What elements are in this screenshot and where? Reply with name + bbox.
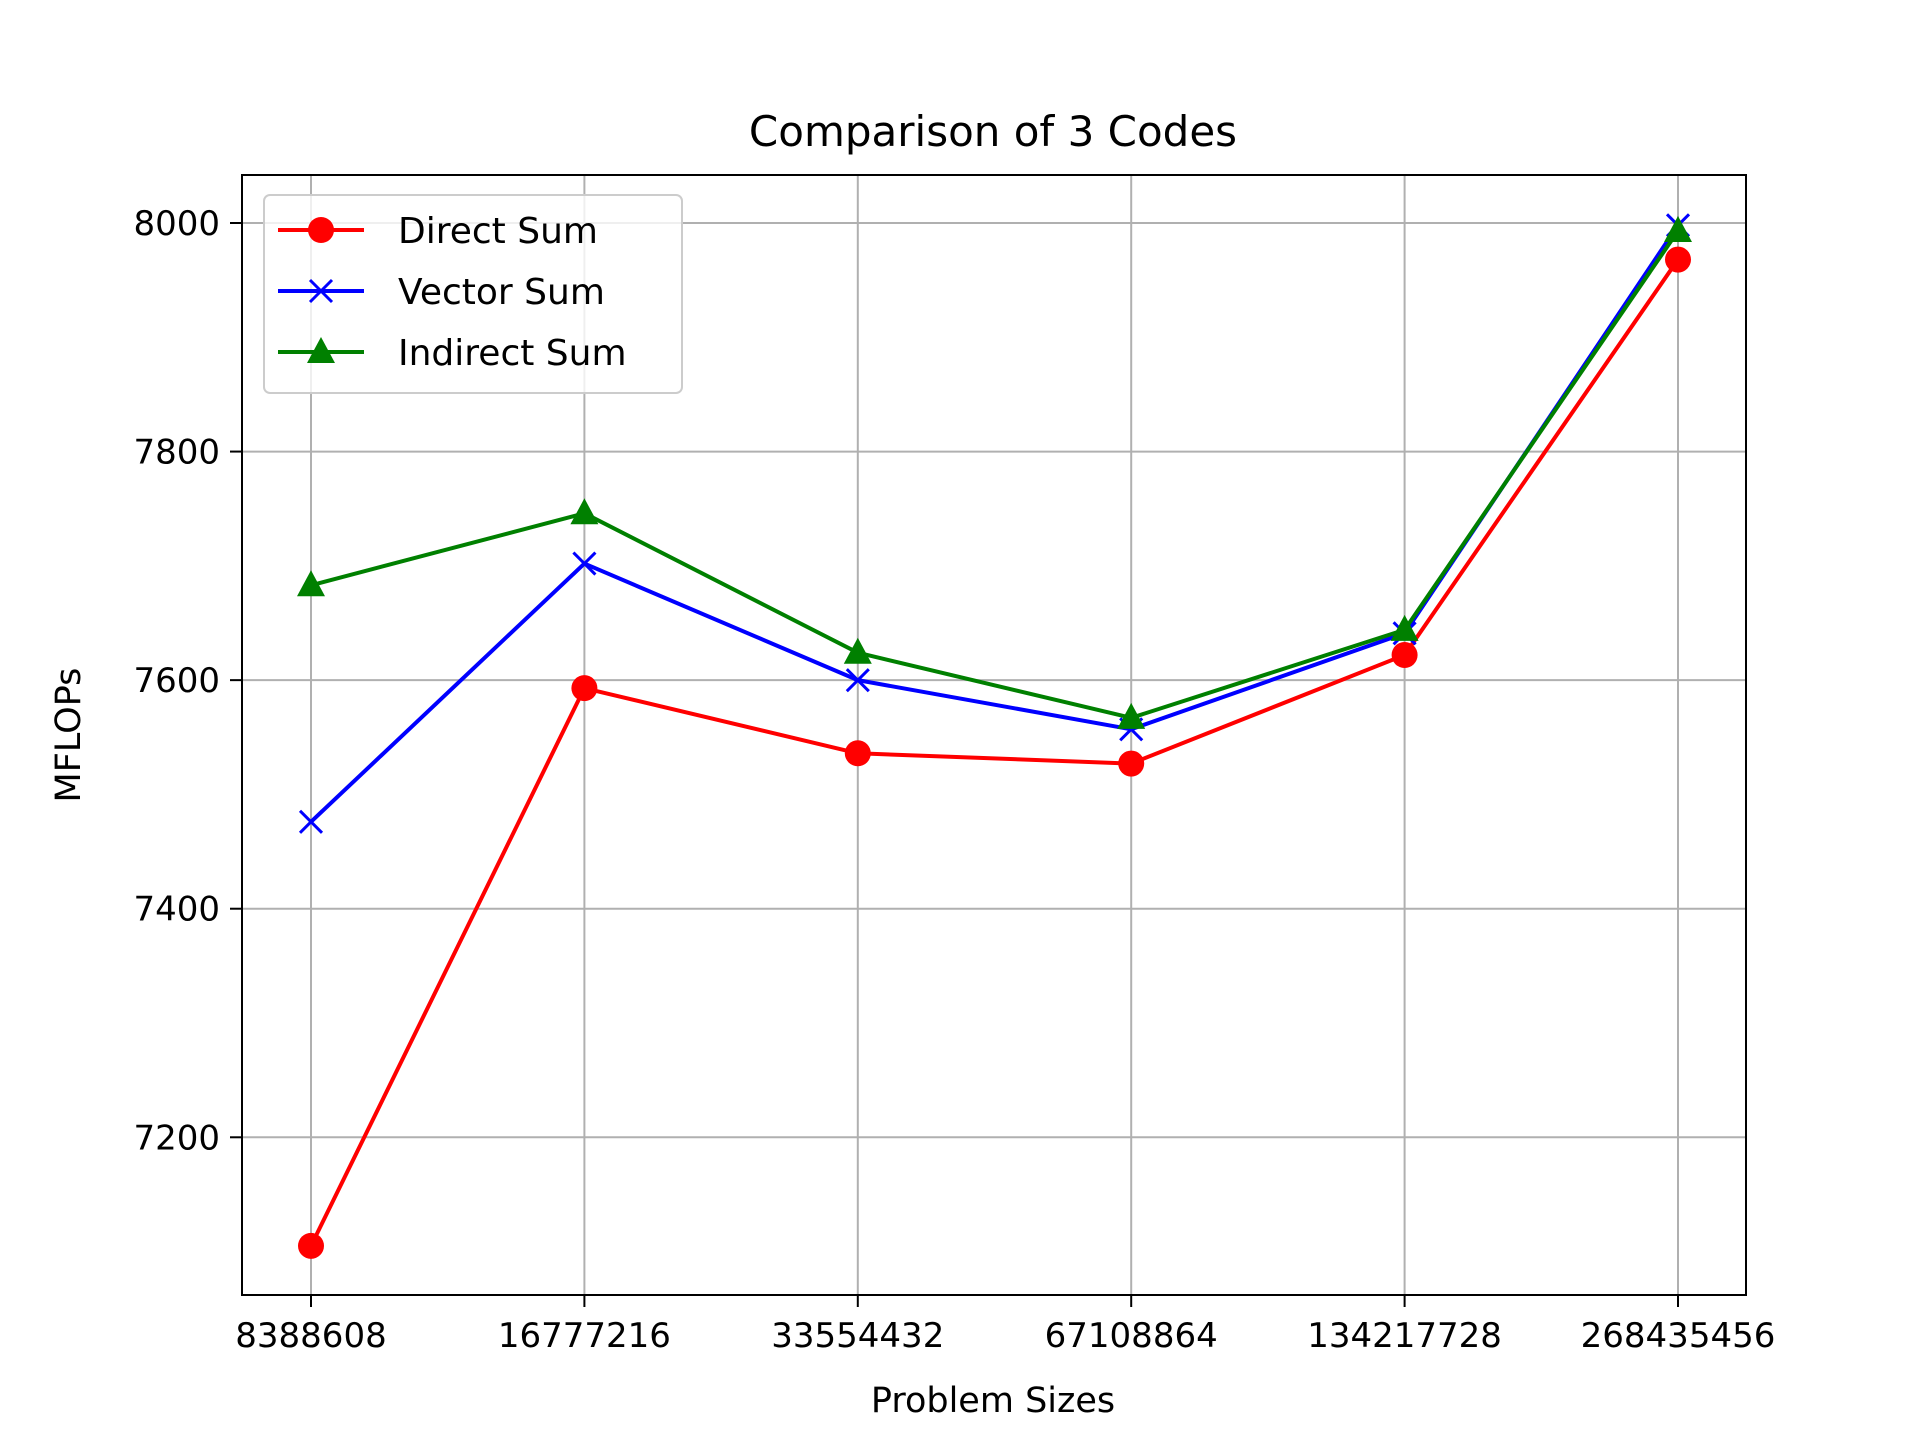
x-tick-label: 268435456 (1581, 1316, 1776, 1356)
data-point (1117, 702, 1146, 729)
data-point (1391, 642, 1418, 668)
x-marker-stroke (308, 278, 334, 304)
x-marker-stroke (845, 668, 870, 693)
x-marker-stroke (298, 809, 324, 834)
data-point (298, 809, 324, 834)
data-point (570, 498, 599, 525)
data-point (298, 1232, 324, 1259)
series-layer (297, 213, 1692, 1259)
legend-label: Indirect Sum (398, 333, 627, 374)
y-tick-label: 7800 (133, 433, 220, 473)
series-direct-sum (298, 246, 1691, 1259)
data-point (843, 637, 872, 664)
x-tick-label: 67108864 (1045, 1316, 1218, 1356)
data-point (297, 570, 325, 597)
x-tick-label: 134217728 (1307, 1316, 1502, 1356)
legend-marker (307, 337, 335, 363)
data-point (571, 675, 598, 702)
series-indirect-sum (297, 216, 1692, 729)
data-point (1664, 216, 1692, 242)
legend-label: Vector Sum (398, 272, 605, 313)
y-tick-label: 7400 (133, 890, 220, 930)
x-tick-label: 16777216 (498, 1316, 671, 1356)
y-tick-label: 8000 (133, 204, 220, 244)
legend-marker (308, 217, 334, 243)
data-point (844, 740, 871, 767)
data-point (1665, 246, 1691, 273)
legend-box (263, 194, 683, 394)
series-line (310, 229, 1680, 720)
legend-item: Vector Sum (278, 272, 605, 313)
grid (242, 175, 1746, 1295)
data-point (1390, 614, 1419, 641)
legend-item: Direct Sum (278, 211, 598, 252)
axis-ticks: 8388608 16777216 33554432 67108864 134217728… (133, 204, 1775, 1356)
x-axis-title: Problem Sizes (871, 1381, 1115, 1421)
data-point (1118, 750, 1145, 777)
x-marker-stroke (572, 551, 597, 576)
legend: Direct Sum Vector Sum Indirect Sum (263, 194, 683, 394)
series-line (309, 258, 1680, 1247)
chart-title: Comparison of 3 Codes (749, 107, 1237, 156)
legend-label: Direct Sum (398, 211, 598, 252)
y-tick-label: 7600 (133, 661, 220, 701)
x-tick-label: 33554432 (771, 1316, 944, 1356)
legend-marker (308, 278, 334, 304)
plot-frame (241, 174, 1747, 1296)
y-tick-label: 7200 (133, 1118, 220, 1158)
x-tick-label: 8388608 (235, 1316, 386, 1356)
legend-item: Indirect Sum (278, 333, 627, 374)
y-axis-title: MFLOPs (49, 668, 89, 803)
data-point (845, 668, 870, 693)
data-point (572, 551, 597, 576)
